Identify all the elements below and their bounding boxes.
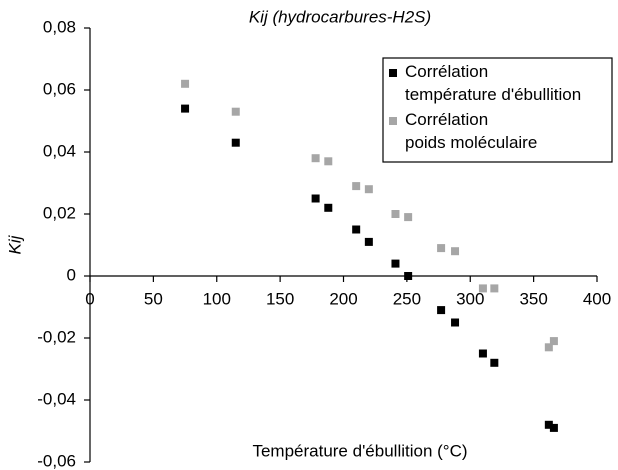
legend-swatch <box>389 117 397 125</box>
y-tick-label: 0 <box>67 265 76 284</box>
data-point <box>478 284 487 293</box>
legend-line: poids moléculaire <box>405 133 537 152</box>
data-point <box>311 194 320 203</box>
legend-label: Corrélation température d'ébullition <box>405 62 581 104</box>
data-point <box>231 138 240 147</box>
x-tick-label: 300 <box>456 289 484 308</box>
data-point <box>490 284 499 293</box>
y-tick-label: 0,08 <box>43 17 76 36</box>
data-point <box>324 203 333 212</box>
y-tick-label: 0,02 <box>43 203 76 222</box>
data-point <box>352 182 361 191</box>
data-point <box>311 154 320 163</box>
x-tick-label: 100 <box>203 289 231 308</box>
legend-line: Corrélation <box>405 110 488 129</box>
data-point <box>451 247 460 256</box>
y-tick-label: -0,04 <box>37 389 76 408</box>
legend-swatch <box>389 69 397 77</box>
x-tick-label: 350 <box>519 289 547 308</box>
data-point <box>324 157 333 166</box>
data-point <box>364 185 373 194</box>
data-point <box>391 259 400 268</box>
x-tick-label: 0 <box>85 289 94 308</box>
y-tick-label: 0,04 <box>43 141 76 160</box>
data-point <box>181 79 190 88</box>
data-point <box>364 237 373 246</box>
data-point <box>490 358 499 367</box>
chart-title: Kij (hydrocarbures-H2S) <box>249 7 431 26</box>
x-axis-label: Température d'ébullition (°C) <box>252 441 467 460</box>
data-point <box>549 337 558 346</box>
x-tick-label: 150 <box>266 289 294 308</box>
legend-label: Corrélation poids moléculaire <box>405 110 537 152</box>
data-point <box>181 104 190 113</box>
data-point <box>404 272 413 280</box>
legend-line: température d'ébullition <box>405 85 581 104</box>
data-point <box>478 349 487 358</box>
x-tick-label: 50 <box>144 289 163 308</box>
y-tick-label: -0,02 <box>37 327 76 346</box>
data-point <box>544 343 553 352</box>
y-axis-label: Kij <box>5 234 24 254</box>
data-point <box>549 423 558 432</box>
legend-line: Corrélation <box>405 62 488 81</box>
data-point <box>544 420 553 429</box>
data-point <box>404 213 413 222</box>
data-point <box>437 244 446 253</box>
data-point <box>437 306 446 315</box>
data-point <box>352 225 361 234</box>
y-tick-label: -0,06 <box>37 451 76 470</box>
x-tick-label: 250 <box>393 289 421 308</box>
data-point <box>231 107 240 116</box>
y-tick-label: 0,06 <box>43 79 76 98</box>
data-point <box>451 318 460 327</box>
x-tick-label: 200 <box>329 289 357 308</box>
data-point <box>391 210 400 218</box>
x-tick-label: 400 <box>583 289 611 308</box>
legend-box <box>382 57 613 163</box>
